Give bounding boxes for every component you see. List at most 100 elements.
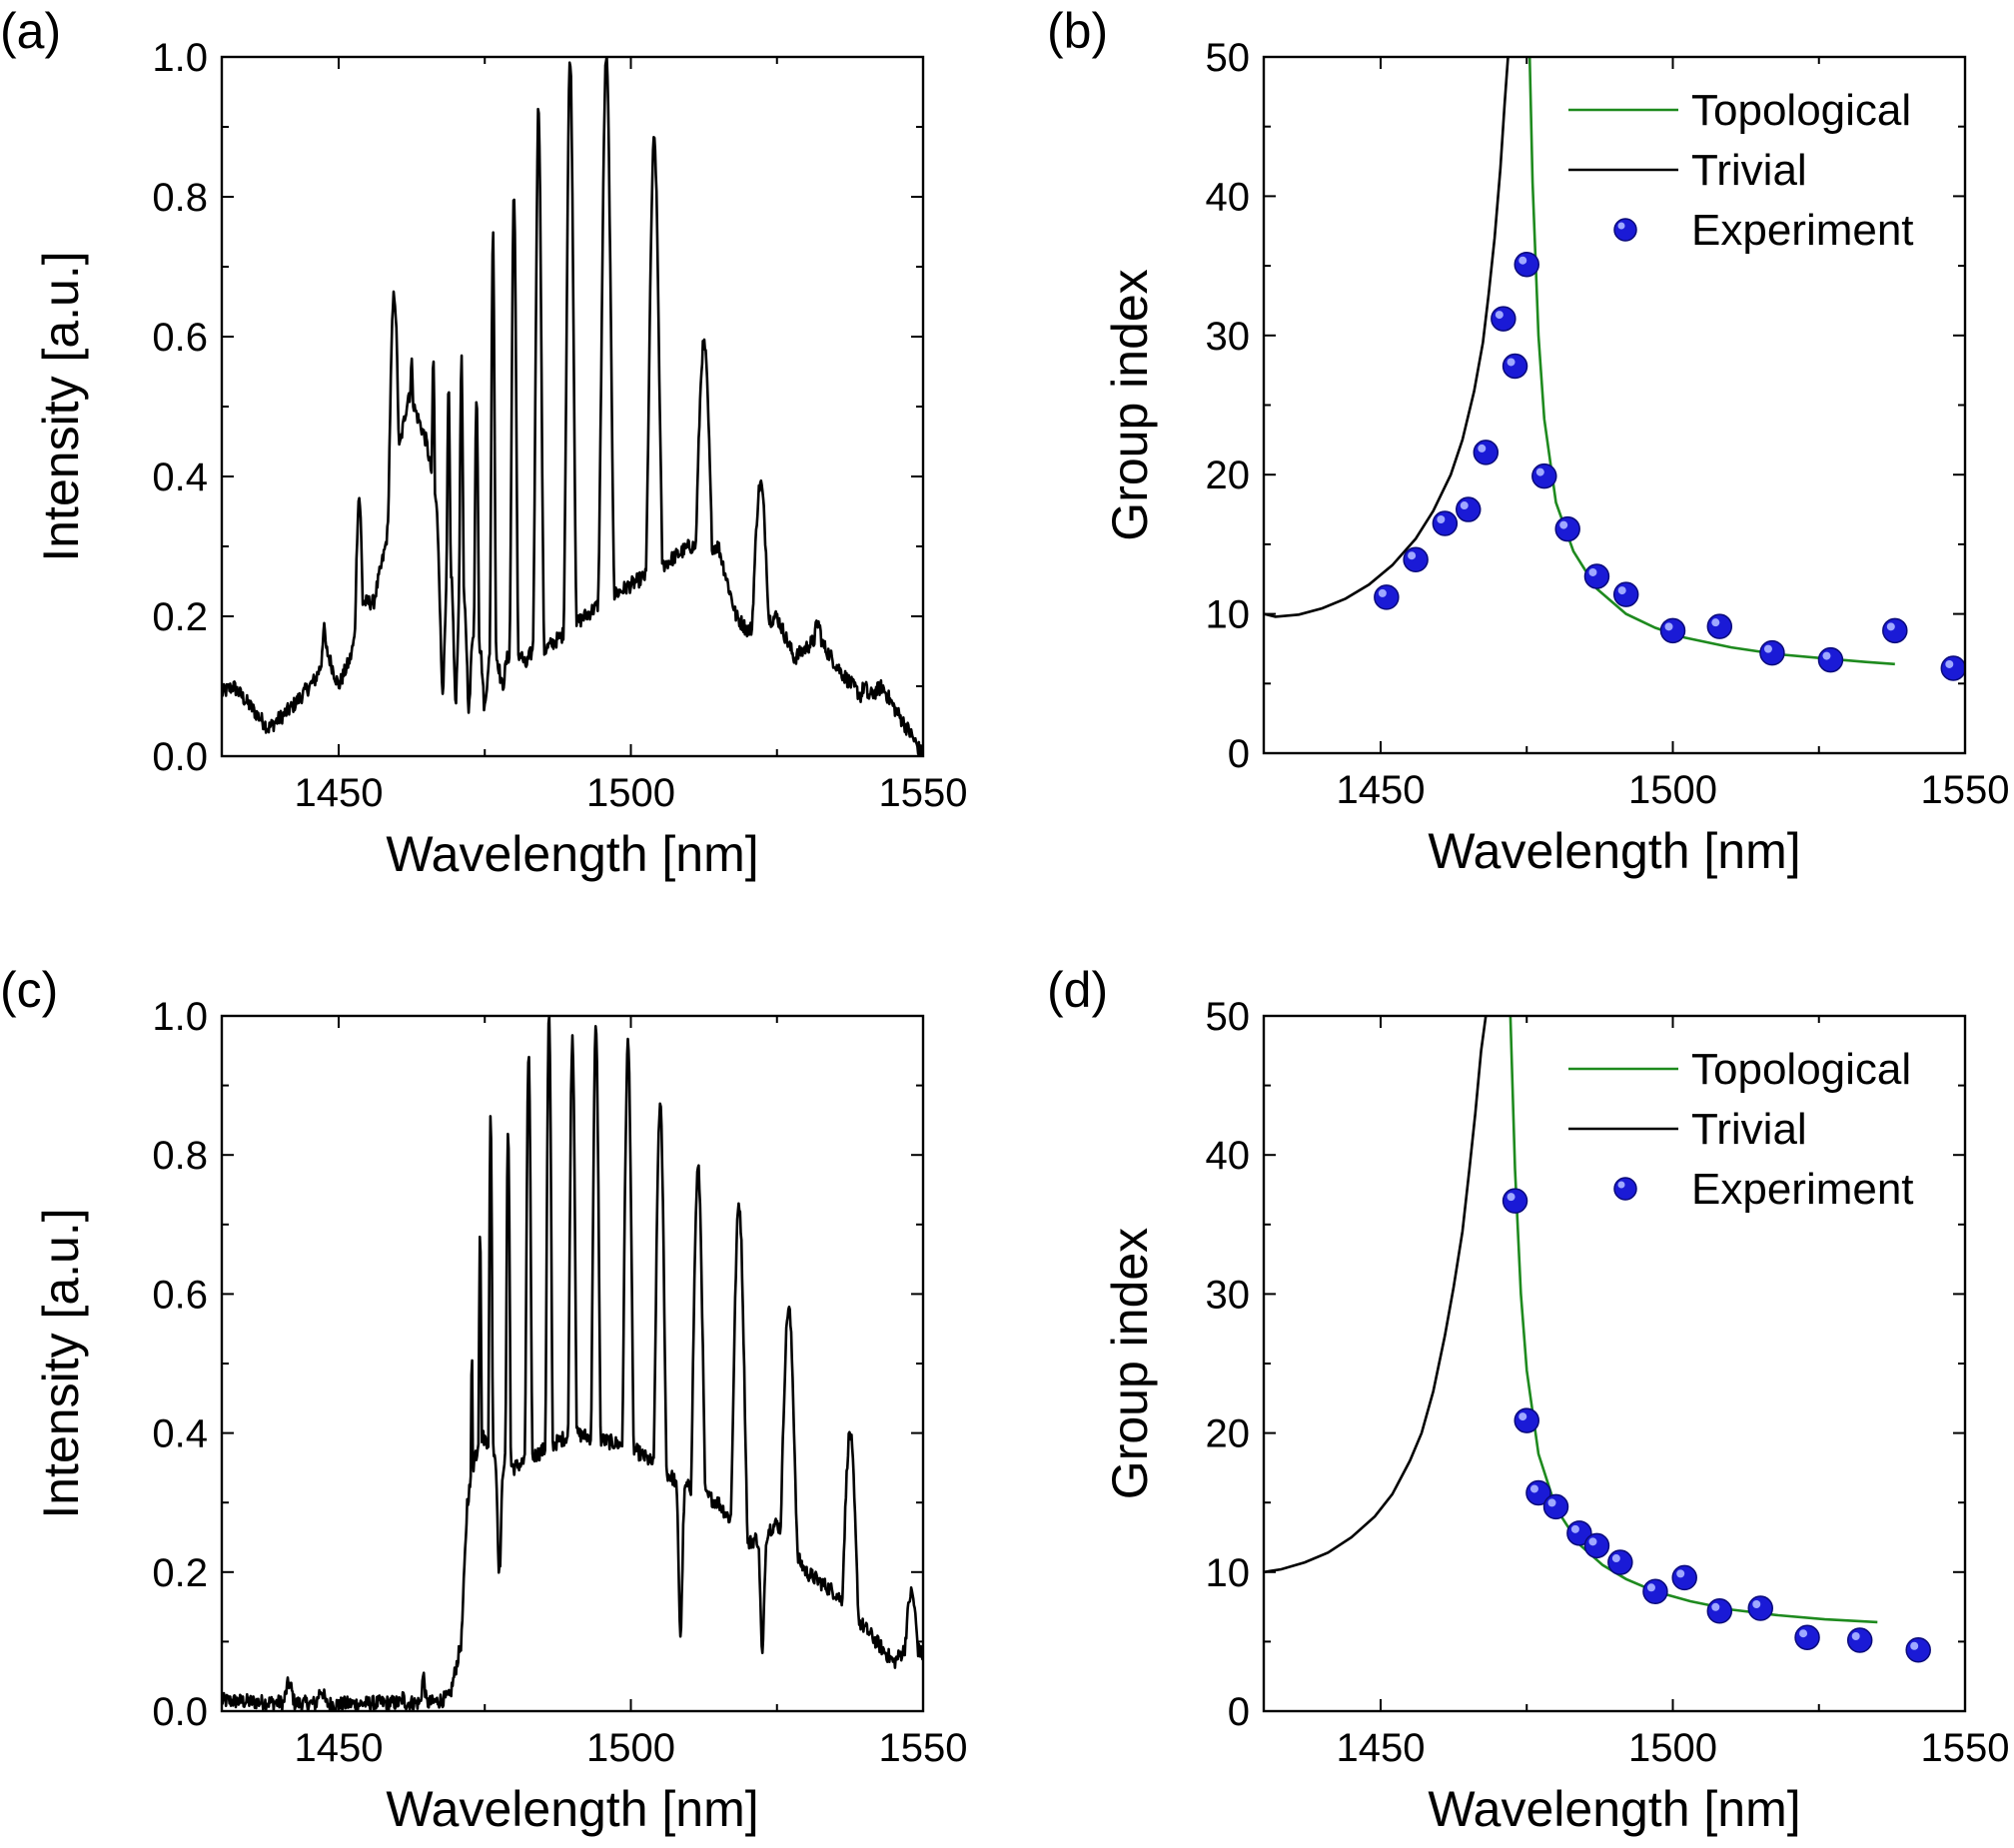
x-tick-label: 1500 xyxy=(1628,1726,1717,1770)
x-tick-label: 1550 xyxy=(1921,1726,2010,1770)
x-axis-title: Wavelength [nm] xyxy=(1428,823,1800,879)
experiment-point xyxy=(1513,1407,1539,1433)
experiment-point xyxy=(1502,353,1528,380)
point-highlight xyxy=(1664,622,1673,631)
y-axis-title: Group index xyxy=(1102,269,1158,540)
point-highlight xyxy=(1588,1537,1597,1546)
y-tick-label: 0.4 xyxy=(152,1412,208,1456)
experiment-point xyxy=(1432,510,1459,536)
y-axis-title: Group index xyxy=(1102,1228,1158,1499)
point-highlight xyxy=(1886,622,1895,631)
experiment-point xyxy=(1607,1549,1633,1575)
plot-area xyxy=(222,1016,923,1711)
trivial-curve xyxy=(1264,57,1510,618)
legend-label: Trivial xyxy=(1691,1105,1807,1154)
axis-ticks: 1450 1500 1550 0.0 0.2 0.4 0.6 0.8 1.0 xyxy=(152,995,967,1770)
experiment-point xyxy=(1706,613,1733,639)
y-tick-label: 30 xyxy=(1206,315,1251,359)
panel-a: (a) 1450 1500 1550 0.0 0.2 0.4 0.6 0.8 1.0 Wavele… xyxy=(0,3,967,882)
experiment-point xyxy=(1473,440,1500,465)
spectrum-line xyxy=(222,57,923,756)
plot-frame xyxy=(220,1014,925,1713)
experiment-point xyxy=(1905,1637,1931,1663)
experiment-point xyxy=(1671,1564,1697,1591)
y-tick-label: 0.8 xyxy=(152,176,208,220)
legend-marker-highlight xyxy=(1617,1181,1625,1189)
experiment-point xyxy=(1583,563,1610,589)
axis-ticks: 1450 1500 1550 0 10 20 30 40 50 xyxy=(1206,36,2010,812)
y-tick-label: 0.2 xyxy=(152,595,208,639)
point-highlight xyxy=(1547,1498,1556,1507)
experiment-point xyxy=(1456,496,1482,522)
x-tick-label: 1450 xyxy=(295,771,384,815)
y-tick-label: 10 xyxy=(1206,593,1251,637)
y-tick-label: 50 xyxy=(1206,995,1251,1039)
y-tick-label: 20 xyxy=(1206,1412,1251,1456)
y-tick-label: 0.6 xyxy=(152,316,208,360)
panel-b: (b) 1450 1500 1550 0 10 20 30 40 50 Wavelength [n… xyxy=(1047,3,2009,879)
point-highlight xyxy=(1822,651,1831,660)
y-tick-label: 0.2 xyxy=(152,1551,208,1595)
legend-label: Topological xyxy=(1691,86,1911,135)
panel-label-b: (b) xyxy=(1047,3,1108,59)
experiment-point xyxy=(1583,1532,1610,1559)
point-highlight xyxy=(1507,358,1515,367)
legend: Topological Trivial Experiment xyxy=(1568,1045,1914,1214)
y-tick-label: 0.0 xyxy=(152,735,208,779)
x-tick-label: 1550 xyxy=(879,1726,968,1770)
y-tick-label: 1.0 xyxy=(152,36,208,80)
y-tick-label: 0.8 xyxy=(152,1134,208,1178)
axis-ticks: 1450 1500 1550 0.0 0.2 0.4 0.6 0.8 1.0 xyxy=(152,36,967,815)
point-highlight xyxy=(1945,659,1954,668)
point-highlight xyxy=(1460,501,1469,510)
point-highlight xyxy=(1507,1193,1515,1202)
plot-frame xyxy=(220,55,925,758)
point-highlight xyxy=(1518,1412,1527,1421)
experiment-point xyxy=(1794,1624,1820,1650)
legend-marker xyxy=(1613,218,1637,242)
point-highlight xyxy=(1495,311,1504,320)
y-tick-label: 0 xyxy=(1228,1690,1250,1734)
y-axis-title: Intensity [a.u.] xyxy=(33,251,89,561)
experiment-point xyxy=(1542,1493,1569,1520)
point-highlight xyxy=(1851,1632,1860,1641)
y-tick-label: 40 xyxy=(1206,1134,1251,1178)
x-tick-label: 1450 xyxy=(1337,768,1426,812)
experiment-point xyxy=(1706,1598,1733,1624)
topological-curve xyxy=(1527,57,1895,666)
spectrum-line xyxy=(222,1016,923,1711)
y-tick-label: 0 xyxy=(1228,732,1250,776)
point-highlight xyxy=(1535,467,1544,476)
x-tick-label: 1550 xyxy=(1921,768,2010,812)
point-highlight xyxy=(1588,567,1597,576)
y-tick-label: 20 xyxy=(1206,454,1251,497)
x-tick-label: 1450 xyxy=(295,1726,384,1770)
x-tick-label: 1500 xyxy=(1628,768,1717,812)
point-highlight xyxy=(1478,444,1487,453)
x-tick-label: 1500 xyxy=(586,771,675,815)
x-tick-label: 1500 xyxy=(586,1726,675,1770)
legend-label: Experiment xyxy=(1691,1165,1914,1214)
y-tick-label: 30 xyxy=(1206,1273,1251,1317)
panel-label-a: (a) xyxy=(0,3,61,59)
experiment-point xyxy=(1817,646,1844,673)
legend: Topological Trivial Experiment xyxy=(1568,86,1914,255)
point-highlight xyxy=(1437,514,1446,523)
panel-label-d: (d) xyxy=(1047,962,1108,1018)
y-tick-label: 10 xyxy=(1206,1551,1251,1595)
legend-label: Trivial xyxy=(1691,146,1807,195)
experiment-point xyxy=(1374,584,1400,610)
panel-c: (c) 1450 1500 1550 0.0 0.2 0.4 0.6 0.8 1.0 Wavele… xyxy=(0,962,967,1837)
legend-label: Topological xyxy=(1691,1045,1911,1094)
plot-area xyxy=(1264,57,1965,681)
plot-area xyxy=(222,57,923,756)
y-tick-label: 1.0 xyxy=(152,995,208,1039)
point-highlight xyxy=(1559,520,1568,529)
experiment-point xyxy=(1759,639,1785,666)
trivial-curve xyxy=(1264,1016,1488,1574)
panel-label-c: (c) xyxy=(0,962,58,1018)
point-highlight xyxy=(1763,644,1772,653)
point-highlight xyxy=(1518,256,1527,265)
point-highlight xyxy=(1676,1569,1685,1578)
